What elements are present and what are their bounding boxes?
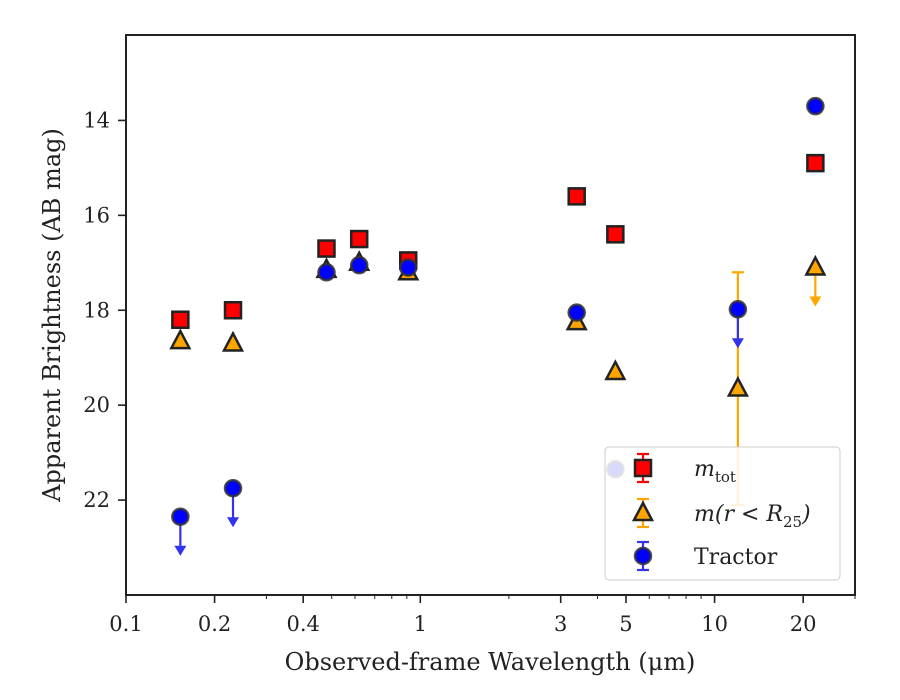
data-marks	[169, 96, 827, 556]
data-point	[806, 96, 825, 116]
data-point	[806, 153, 825, 173]
data-point	[567, 187, 586, 206]
legend-marker	[633, 546, 653, 566]
data-point	[171, 507, 190, 526]
data-point	[317, 263, 336, 282]
y-tick-label: 14	[83, 108, 110, 132]
x-axis: 0.1 0.2 0.4 1 3 5 10 20	[109, 595, 856, 636]
legend-label: mtot	[694, 457, 736, 486]
data-point	[221, 330, 245, 352]
series-square	[171, 153, 825, 329]
data-point	[604, 359, 627, 381]
legend-marker	[631, 500, 655, 522]
upper-limit-arrowhead	[731, 338, 744, 349]
data-point	[223, 478, 243, 498]
upper-limit-arrowhead	[227, 517, 240, 528]
data-point	[223, 301, 243, 320]
x-tick-label: 0.4	[286, 612, 319, 636]
y-tick-label: 20	[83, 393, 110, 417]
data-point	[169, 328, 192, 350]
y-axis: 14 16 18 20 22	[83, 108, 126, 512]
data-point	[398, 258, 418, 277]
data-point	[567, 303, 586, 322]
upper-limit-arrowhead	[809, 296, 822, 307]
y-axis-label: Apparent Brightness (AB mag)	[38, 128, 66, 503]
data-point	[349, 255, 369, 275]
legend-label: m(r < R25)	[694, 502, 811, 531]
legend-label: Tractor	[694, 545, 778, 570]
x-tick-label: 5	[619, 612, 632, 636]
plot-frame	[125, 34, 856, 596]
x-tick-label: 0.1	[109, 612, 142, 636]
data-point	[317, 239, 336, 258]
y-tick-label: 18	[83, 298, 110, 322]
legend-marker	[633, 458, 653, 478]
x-tick-label: 20	[790, 612, 817, 636]
x-tick-label: 10	[701, 612, 728, 636]
upper-limit-arrowhead	[174, 545, 187, 556]
data-point	[804, 254, 827, 276]
x-tick-label: 1	[414, 612, 427, 636]
data-point	[728, 300, 748, 319]
data-point	[349, 229, 369, 249]
y-tick-label: 16	[83, 203, 110, 227]
legend: mtot m(r < R25) Tractor	[604, 446, 841, 581]
x-axis-label: Observed-frame Wavelength (μm)	[285, 648, 696, 676]
data-point	[171, 310, 190, 329]
x-tick-label: 0.2	[198, 612, 231, 636]
data-point	[606, 225, 625, 244]
data-point	[726, 375, 749, 397]
legend-box	[604, 446, 841, 581]
x-tick-label: 3	[554, 612, 567, 636]
y-tick-label: 22	[83, 488, 110, 512]
